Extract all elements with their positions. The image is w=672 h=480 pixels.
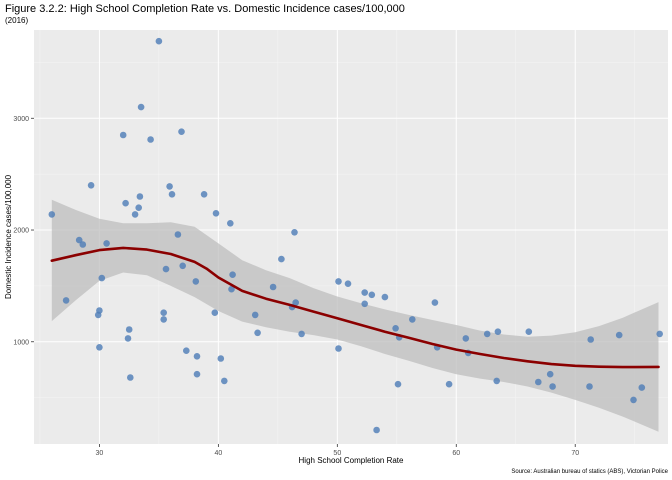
data-point (155, 37, 163, 45)
data-point (394, 380, 402, 388)
x-axis-title: High School Completion Rate (299, 456, 404, 465)
data-point (228, 285, 235, 293)
data-point (483, 330, 491, 338)
data-point (122, 199, 129, 207)
chart-subtitle: (2016) (5, 16, 28, 25)
data-point (254, 329, 261, 337)
data-point (381, 293, 389, 301)
data-point (229, 271, 236, 279)
data-point (192, 278, 200, 285)
data-point (48, 211, 56, 218)
data-point (535, 378, 542, 386)
data-point (211, 309, 219, 317)
data-point (368, 291, 376, 299)
x-axis: 30 40 50 60 70 (96, 444, 579, 457)
data-point (193, 370, 201, 378)
data-point (462, 335, 470, 342)
data-point (251, 311, 259, 319)
data-point (546, 370, 554, 378)
data-point (96, 307, 103, 314)
data-point (335, 345, 342, 352)
data-point (344, 280, 352, 288)
data-points (48, 37, 663, 434)
data-point (127, 374, 134, 381)
data-point (445, 380, 453, 388)
data-point (392, 325, 399, 332)
data-point (200, 191, 208, 198)
smooth-line (50, 246, 660, 369)
confidence-ribbon (51, 199, 659, 432)
x-tick-label: 40 (214, 450, 222, 457)
x-tick-label: 70 (571, 450, 579, 457)
data-point (136, 193, 144, 200)
data-point (493, 377, 501, 385)
x-tick-label: 60 (452, 450, 460, 457)
chart-title: Figure 3.2.2: High School Completion Rat… (5, 3, 405, 15)
data-point (269, 283, 277, 291)
data-point (292, 299, 300, 306)
data-point (630, 396, 637, 404)
data-point (75, 236, 83, 244)
data-point (221, 377, 228, 385)
data-point (179, 262, 186, 270)
data-point (166, 183, 173, 190)
data-point (525, 328, 533, 336)
data-point (373, 426, 380, 434)
data-point (79, 241, 87, 248)
data-point (615, 331, 623, 339)
data-point (160, 309, 167, 317)
x-tick-label: 30 (96, 450, 104, 457)
data-point (125, 326, 133, 333)
data-point (361, 300, 369, 308)
y-tick-label: 1000 (13, 339, 29, 346)
data-point (98, 274, 106, 282)
data-point (409, 316, 416, 323)
data-point (162, 265, 170, 273)
data-point (291, 229, 298, 236)
data-point (96, 344, 103, 351)
data-point (298, 330, 305, 338)
data-point (549, 383, 556, 390)
data-point (137, 103, 145, 111)
data-point (131, 211, 139, 218)
chart-caption: Source: Australian bureau of statics (AB… (511, 469, 668, 475)
data-point (212, 210, 220, 217)
y-axis-title: Domestic Incidence cases/100,000 (4, 174, 13, 299)
data-point (656, 330, 663, 338)
data-point (178, 128, 185, 135)
data-point (87, 182, 95, 189)
data-point (494, 328, 502, 336)
confidence-band (51, 199, 659, 432)
data-point (217, 355, 225, 362)
data-point (335, 278, 342, 285)
data-point (278, 255, 285, 263)
data-point (168, 191, 176, 198)
data-point (62, 297, 70, 304)
data-point (586, 383, 593, 390)
smoothed-trend (50, 246, 660, 369)
data-point (431, 299, 439, 306)
data-point (227, 220, 234, 227)
y-tick-label: 2000 (13, 228, 29, 235)
data-point (193, 353, 201, 360)
data-point (135, 204, 142, 211)
data-point (147, 136, 154, 143)
data-point (103, 240, 110, 247)
data-point (160, 316, 167, 323)
data-point (587, 336, 594, 343)
x-tick-label: 50 (333, 450, 341, 457)
y-tick-label: 3000 (13, 116, 29, 123)
data-point (183, 347, 190, 355)
data-point (119, 131, 127, 139)
data-point (361, 289, 369, 296)
data-point (174, 231, 182, 238)
data-point (124, 335, 132, 342)
data-point (638, 384, 646, 391)
y-axis: 1000 2000 3000 (13, 116, 34, 346)
